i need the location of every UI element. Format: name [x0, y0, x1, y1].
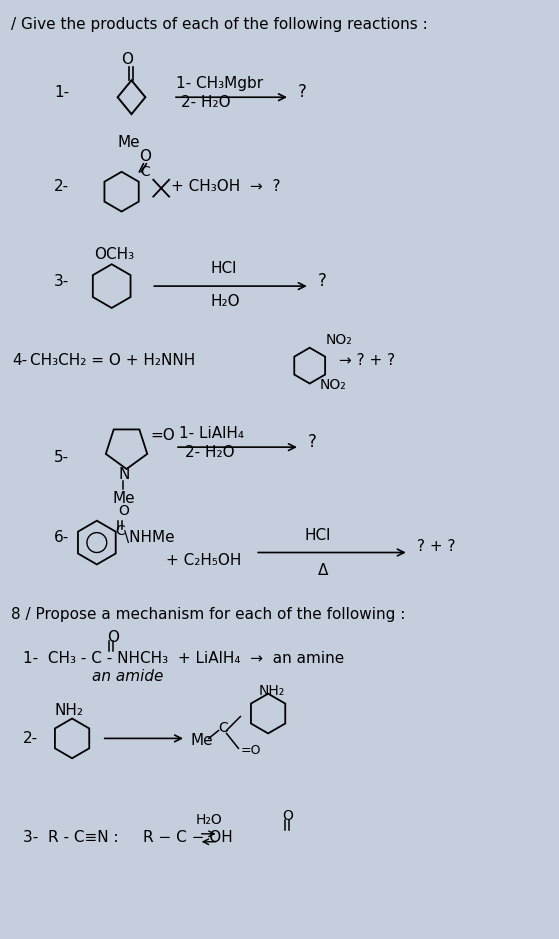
Text: 8 / Propose a mechanism for each of the following :: 8 / Propose a mechanism for each of the … — [11, 607, 405, 622]
Text: 3-: 3- — [54, 273, 69, 288]
Text: H₂O: H₂O — [196, 813, 222, 827]
Text: 4-: 4- — [13, 353, 28, 368]
Text: Me: Me — [191, 732, 214, 747]
Text: Me: Me — [113, 491, 135, 506]
Text: Me: Me — [117, 135, 140, 150]
Text: ?: ? — [307, 433, 316, 451]
Text: / Give the products of each of the following reactions :: / Give the products of each of the follo… — [11, 17, 428, 32]
Text: OCH₃: OCH₃ — [94, 247, 134, 262]
Text: an amide: an amide — [92, 670, 163, 685]
Text: CH₃CH₂ = O + H₂NNH: CH₃CH₂ = O + H₂NNH — [31, 353, 196, 368]
Text: → ? + ?: → ? + ? — [339, 353, 396, 368]
Text: O: O — [282, 808, 293, 823]
Text: 3-  R - C≡N :     R − C − OH: 3- R - C≡N : R − C − OH — [22, 830, 233, 845]
Text: \NHMe: \NHMe — [124, 531, 174, 546]
Text: 6-: 6- — [54, 531, 69, 546]
Text: H₂O: H₂O — [211, 294, 240, 309]
Text: Δ: Δ — [318, 562, 328, 577]
Text: N: N — [119, 468, 130, 483]
Text: O: O — [119, 503, 130, 517]
Text: + C₂H₅OH: + C₂H₅OH — [166, 553, 241, 568]
Text: ?: ? — [298, 84, 307, 101]
Text: NO₂: NO₂ — [325, 332, 352, 346]
Text: 1- LiAlH₄: 1- LiAlH₄ — [179, 425, 244, 440]
Text: 2-: 2- — [22, 731, 37, 746]
Text: 2- H₂O: 2- H₂O — [185, 444, 235, 459]
Text: NH₂: NH₂ — [54, 703, 83, 718]
Text: HCl: HCl — [211, 261, 237, 276]
Text: O: O — [121, 52, 134, 67]
Text: 1- CH₃Mgbr: 1- CH₃Mgbr — [176, 76, 263, 91]
Text: C: C — [140, 164, 150, 178]
Text: 2-: 2- — [54, 179, 69, 194]
Text: ? + ?: ? + ? — [416, 539, 455, 554]
Text: NH₂: NH₂ — [258, 684, 285, 698]
Text: 1-: 1- — [54, 85, 69, 100]
Text: NO₂: NO₂ — [320, 378, 347, 393]
Text: =O: =O — [240, 744, 261, 757]
Text: 2- H₂O: 2- H₂O — [181, 95, 231, 110]
Text: O: O — [139, 149, 151, 164]
Text: 5-: 5- — [54, 450, 69, 465]
Text: O: O — [107, 629, 119, 644]
Text: ?: ? — [318, 272, 326, 290]
Text: C: C — [219, 721, 229, 735]
Text: 1-  CH₃ - C - NHCH₃  + LiAlH₄  →  an amine: 1- CH₃ - C - NHCH₃ + LiAlH₄ → an amine — [22, 652, 344, 667]
Text: HCl: HCl — [305, 528, 331, 543]
Text: =O: =O — [150, 427, 175, 442]
Text: + CH₃OH  →  ?: + CH₃OH → ? — [171, 179, 281, 194]
Text: C: C — [116, 524, 125, 538]
